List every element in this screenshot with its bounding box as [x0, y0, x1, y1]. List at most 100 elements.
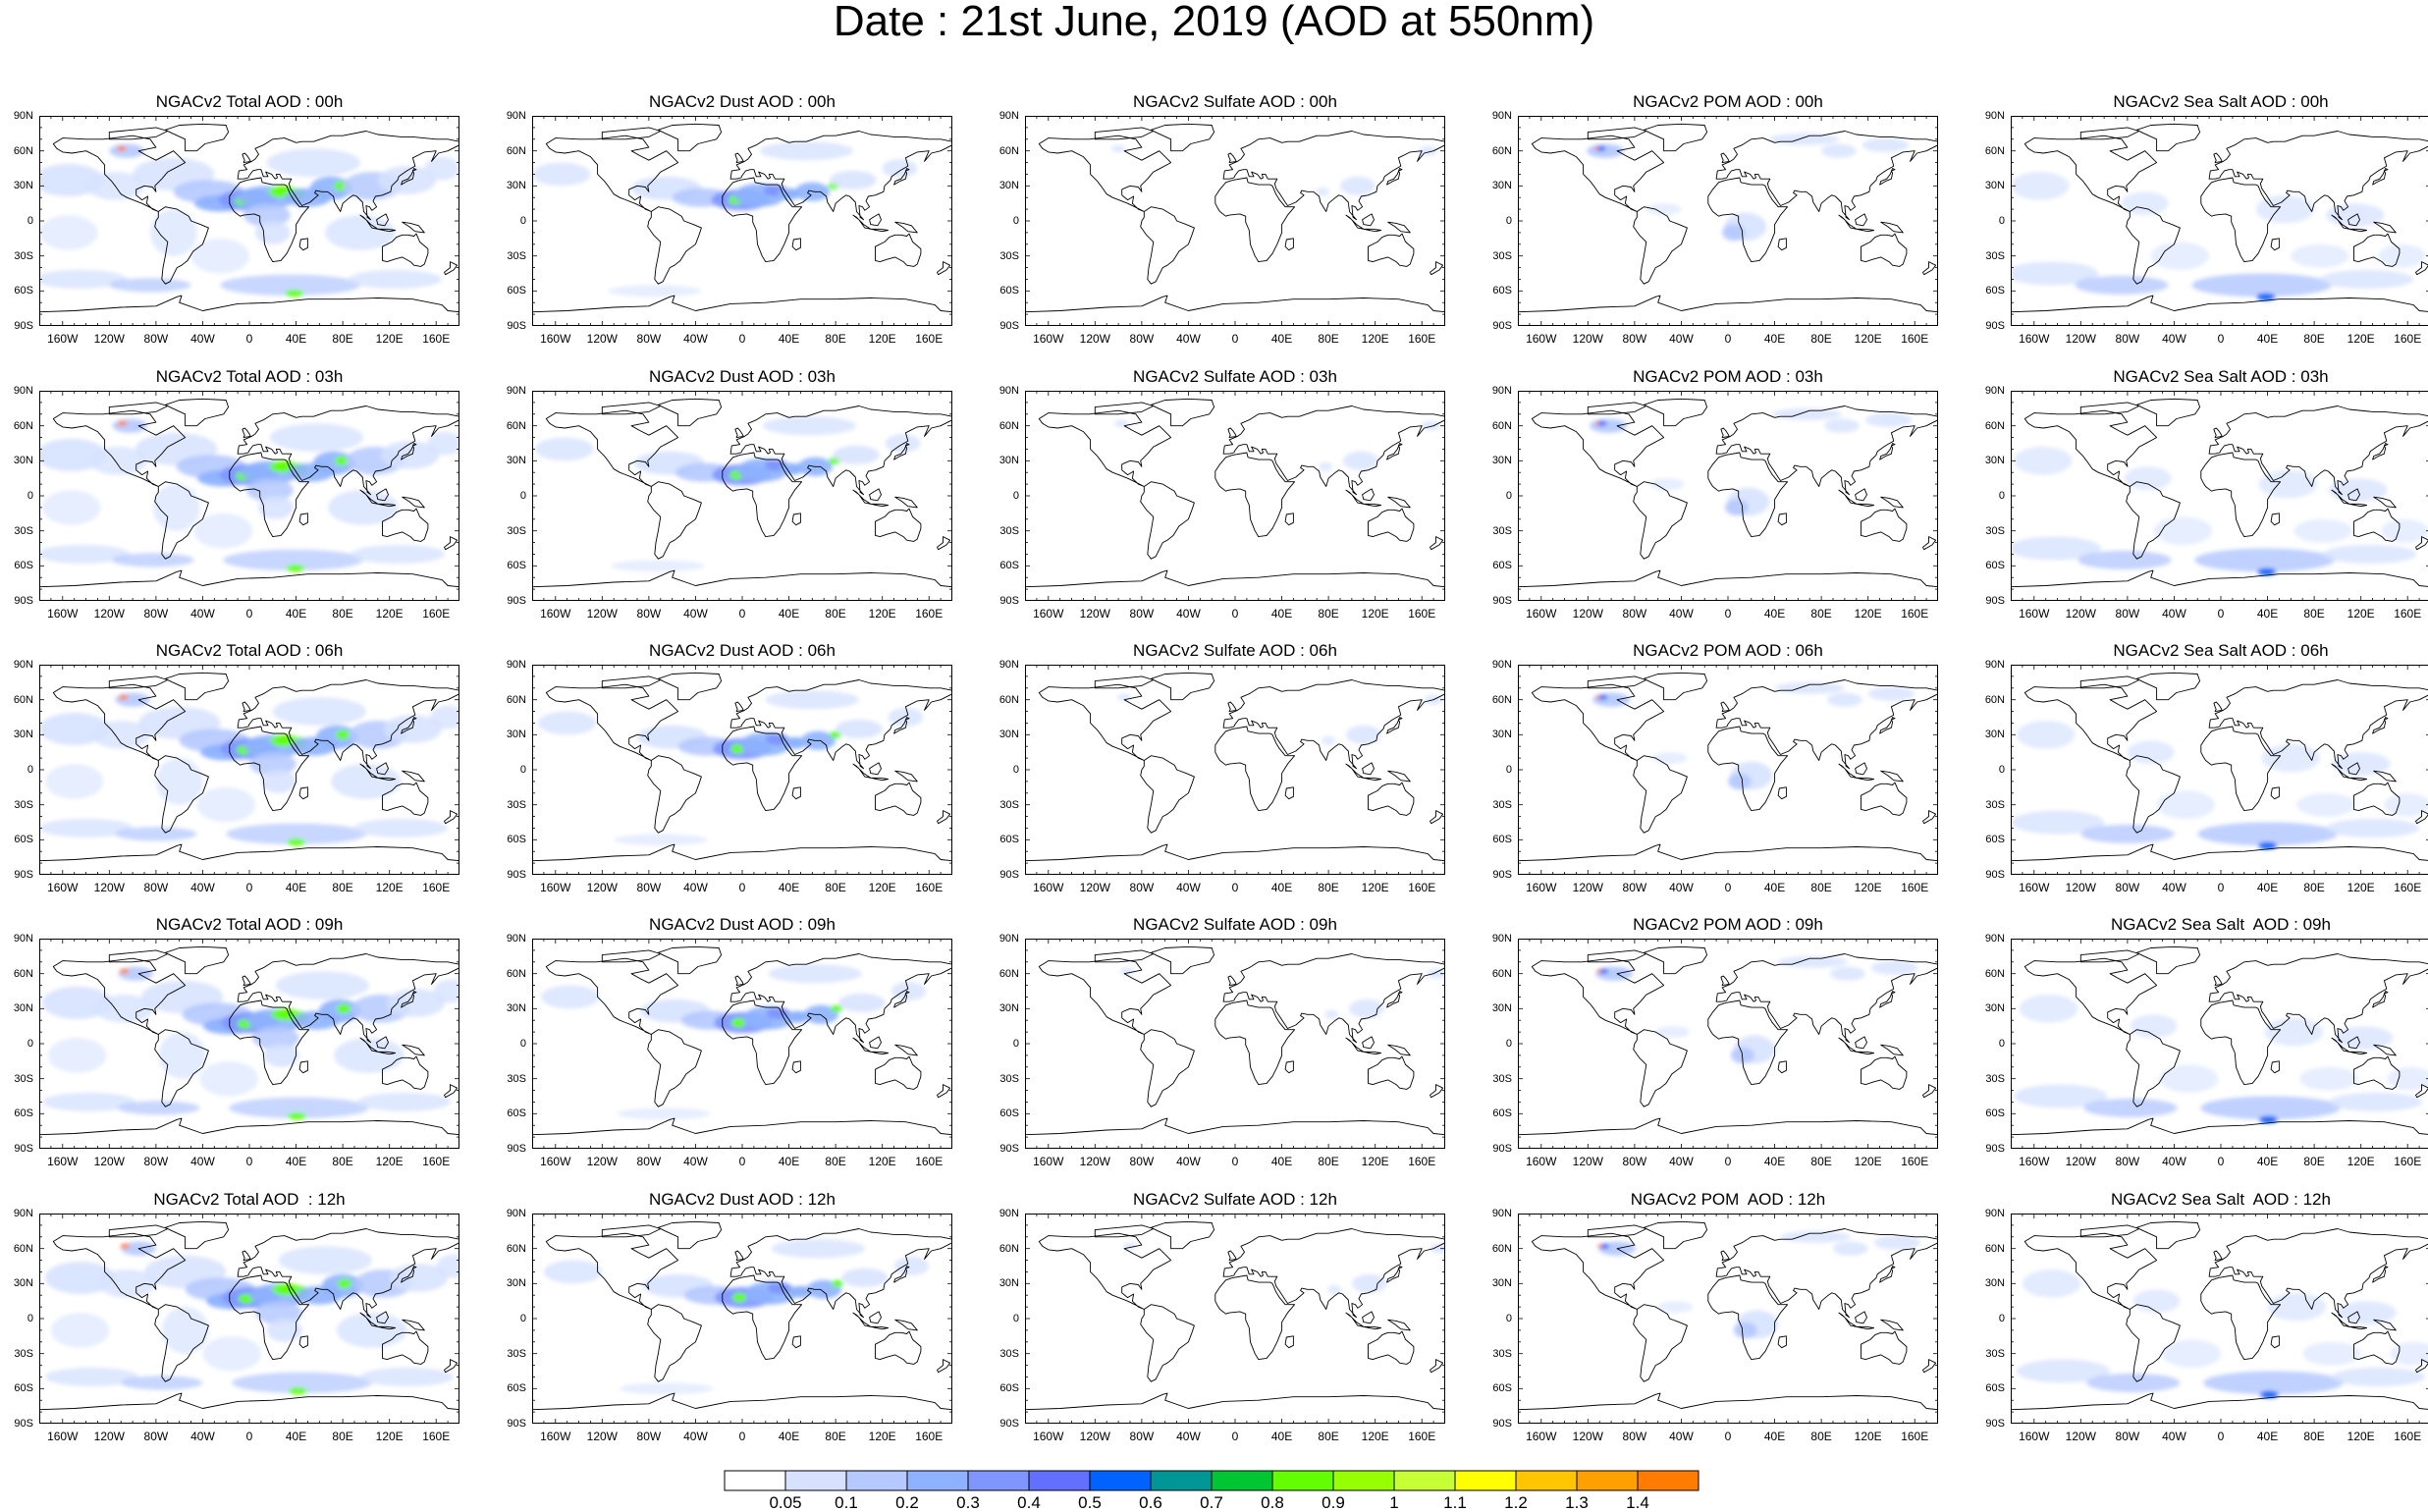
- coastline-africa: [229, 177, 310, 263]
- lon-tick-label: 40W: [2162, 881, 2186, 894]
- coastline-madagascar: [2270, 1060, 2280, 1074]
- coastline-newGuinea: [1880, 221, 1904, 234]
- colorbar-tick-label: 0.8: [1261, 1493, 1284, 1512]
- lat-tick-label: 90N: [998, 659, 1019, 671]
- lon-tick-label: 120W: [2065, 1430, 2096, 1443]
- map-plot: [1518, 391, 1938, 601]
- lon-tick-label: 40E: [2256, 332, 2279, 346]
- aod-patch: [833, 445, 880, 464]
- panel-title: NGACv2 POM AOD : 00h: [1633, 92, 1823, 111]
- coastline-australia: [875, 233, 922, 267]
- aod-patch: [1771, 407, 1842, 420]
- aod-patch: [2124, 466, 2172, 491]
- colorbar-tick-label: 1.2: [1504, 1493, 1528, 1512]
- coastline-antarctica: [39, 1392, 459, 1424]
- lon-tick-label: 80W: [1129, 1430, 1155, 1443]
- lon-tick-label: 160W: [1526, 607, 1557, 621]
- aod-patch: [2293, 518, 2352, 543]
- lat-tick-label: 0: [1012, 490, 1019, 502]
- lon-tick-label: 40E: [1763, 607, 1786, 621]
- aod-field: [532, 398, 952, 601]
- aod-patch: [45, 764, 104, 799]
- aod-patch: [1651, 752, 1688, 764]
- coastline-greenland: [1150, 1220, 1215, 1250]
- aod-patch: [149, 209, 197, 256]
- lat-tick-label: 90N: [506, 110, 526, 122]
- coastline-borneo: [1855, 1036, 1867, 1050]
- aod-patch: [275, 971, 369, 999]
- aod-patch: [1324, 1009, 1339, 1020]
- lon-tick-label: 40E: [2256, 607, 2279, 621]
- coastline-antarctica: [1025, 1392, 1445, 1424]
- lat-tick-label: 0: [1012, 764, 1019, 776]
- aod-patch: [2323, 544, 2417, 564]
- coastline-eurasia: [2208, 679, 2428, 770]
- map-plot: [532, 391, 952, 601]
- aod-patch: [263, 1044, 299, 1067]
- lat-tick-label: 30N: [998, 180, 1019, 192]
- lat-tick-label: 90N: [13, 933, 33, 945]
- lon-tick-label: 160W: [47, 1430, 79, 1443]
- coastline-britain: [1720, 975, 1730, 987]
- coastline-australia: [1368, 233, 1415, 267]
- map-background: [1518, 1214, 1938, 1424]
- lon-tick-label: 160W: [47, 1155, 79, 1168]
- lon-tick-label: 120W: [1079, 881, 1110, 894]
- coastline-antarctica: [1025, 295, 1445, 326]
- aod-patch: [832, 1279, 843, 1287]
- coastline-madagascar: [298, 238, 308, 251]
- lat-tick-label: 90N: [13, 385, 33, 397]
- aod-field: [1025, 123, 1445, 326]
- coastline-africa: [1707, 1274, 1789, 1361]
- aod-patch: [119, 968, 130, 974]
- aod-patch: [202, 1335, 261, 1372]
- coastline-madagascar: [298, 786, 308, 800]
- lon-tick-label: 0: [1231, 881, 1239, 894]
- coastline-newZealand: [444, 261, 459, 276]
- coastline-northAmerica: [1038, 409, 1172, 487]
- coastline-newZealand: [1922, 1359, 1937, 1374]
- map-panel: NGACv2 Sea Salt AOD : 12h 90N 60N 30N 0 30S 60…: [1985, 1190, 2428, 1443]
- coastline-southAmerica: [2126, 755, 2181, 834]
- coastline-northAmerica: [1038, 957, 1172, 1035]
- coastline-borneo: [1362, 213, 1375, 227]
- aod-patch: [249, 752, 297, 776]
- coastline-australia: [1861, 1330, 1908, 1365]
- lat-tick-label: 0: [1998, 1313, 2005, 1324]
- coastline-borneo: [1362, 488, 1375, 502]
- lat-tick-label: 30S: [999, 524, 1019, 537]
- lon-tick-label: 120E: [868, 332, 896, 346]
- lat-tick-label: 90N: [1491, 385, 1512, 397]
- lon-tick-label: 40W: [190, 1155, 215, 1168]
- lat-tick-label: 30S: [999, 249, 1019, 262]
- coastline-japan: [401, 1266, 417, 1283]
- coastline-indonesia: [852, 763, 890, 782]
- lon-tick-label: 160W: [2019, 607, 2050, 621]
- panel-title: NGACv2 Total AOD : 03h: [155, 367, 344, 386]
- aod-patch: [278, 1246, 372, 1274]
- lon-tick-label: 40E: [1270, 1430, 1293, 1443]
- lat-tick-label: 60N: [506, 419, 526, 432]
- lat-tick-label: 0: [1012, 1038, 1019, 1050]
- lon-tick-label: 40E: [1763, 1155, 1786, 1168]
- map-ticks: [39, 391, 459, 601]
- coastline-eurasia: [237, 405, 459, 496]
- aod-shading: [532, 141, 918, 297]
- lon-tick-label: 120E: [1854, 1430, 1882, 1443]
- coastline-greenland: [1150, 123, 1215, 152]
- aod-patch: [2075, 275, 2169, 295]
- lat-tick-label: 60S: [999, 1382, 1019, 1395]
- colorbar-tick-label: 0.6: [1139, 1493, 1162, 1512]
- map-ticks: [39, 939, 459, 1149]
- lat-tick-label: 60S: [999, 1107, 1019, 1120]
- coastline-eurasia: [2208, 953, 2428, 1044]
- lat-tick-label: 0: [27, 490, 33, 502]
- lat-tick-label: 0: [519, 215, 526, 227]
- lon-tick-label: 160E: [915, 1430, 944, 1443]
- aod-field: [1518, 398, 1938, 601]
- aod-field: [2011, 672, 2428, 875]
- lat-tick-label: 30S: [14, 798, 33, 811]
- coastline-antarctica: [1518, 295, 1938, 326]
- aod-patch: [2328, 1092, 2423, 1111]
- aod-patch: [788, 1285, 813, 1298]
